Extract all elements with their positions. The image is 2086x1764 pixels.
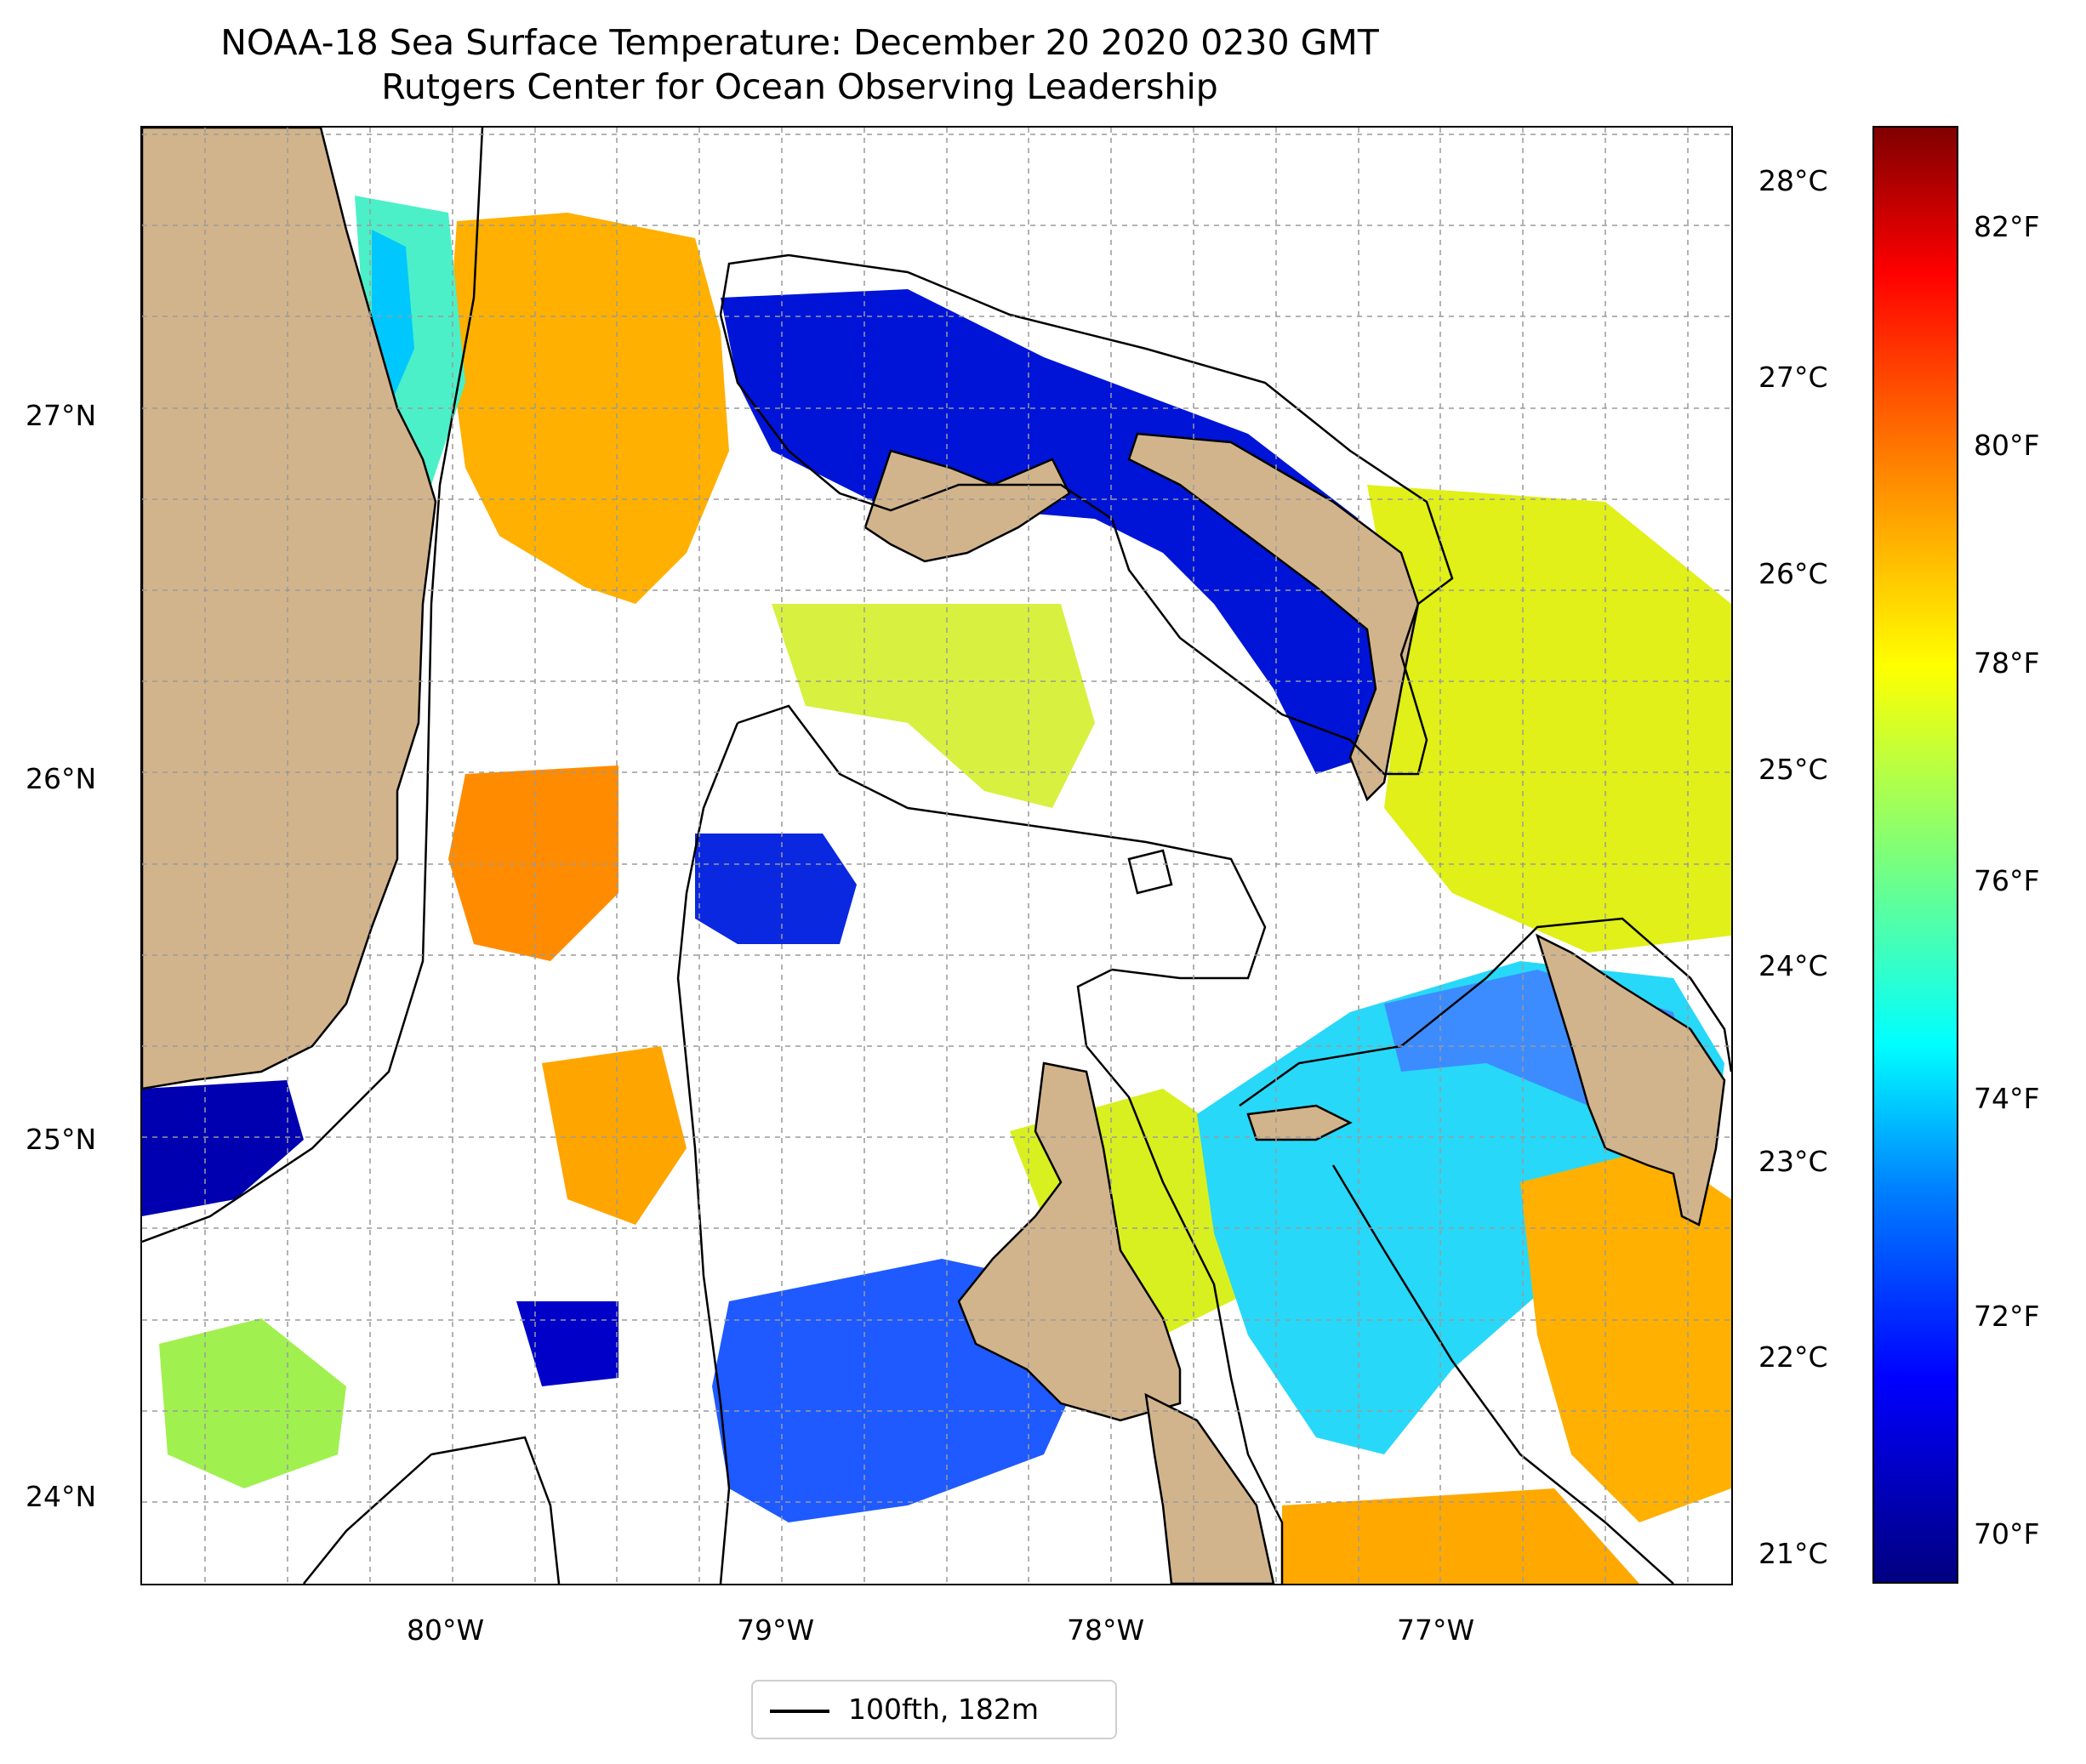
- sst-patch-south-orange: [542, 1046, 687, 1225]
- map-canvas: [142, 128, 1731, 1584]
- sst-patch-mid-orange: [448, 765, 618, 961]
- figure-title: NOAA-18 Sea Surface Temperature: Decembe…: [220, 22, 1379, 63]
- sst-patch-bimini-cold: [695, 834, 857, 944]
- lat-tick-24: 24°N: [26, 1480, 97, 1513]
- sst-patch-east-orange: [1520, 1148, 1731, 1522]
- legend-isobath-label: 100fth, 182m: [848, 1693, 1039, 1726]
- lon-tick-78w: 78°W: [1067, 1613, 1145, 1647]
- figure-subtitle: Rutgers Center for Ocean Observing Leade…: [381, 66, 1218, 107]
- eleuthera-land: [1535, 933, 1726, 1226]
- isobath-south-cay: [303, 1436, 561, 1584]
- sst-patch-keys-cold: [142, 1080, 304, 1216]
- sst-patch-sw-green: [159, 1318, 346, 1488]
- sst-patch-bottom-orange: [1282, 1488, 1639, 1584]
- isobath-florida-shelf: [142, 128, 484, 1243]
- celsius-tick-27: 27°C: [1758, 361, 1828, 394]
- celsius-tick-28: 28°C: [1758, 164, 1828, 197]
- celsius-tick-24: 24°C: [1758, 949, 1828, 982]
- celsius-tick-25: 25°C: [1758, 753, 1828, 786]
- new-providence-land: [1246, 1104, 1353, 1141]
- sst-patch-lbb-cold: [721, 289, 1384, 774]
- map-legend: 100fth, 182m: [751, 1680, 1117, 1739]
- fahrenheit-tick-82: 82°F: [1974, 210, 2040, 243]
- sst-patch-central-yellow: [772, 604, 1095, 808]
- sst-patch-straits-north: [448, 213, 729, 604]
- abaco-land: [1127, 432, 1420, 802]
- sst-patches: [142, 196, 1731, 1584]
- florida-land: [142, 128, 437, 1090]
- lon-tick-77w: 77°W: [1397, 1613, 1475, 1647]
- map-panel: [140, 126, 1733, 1585]
- lat-tick-25: 25°N: [26, 1123, 97, 1156]
- celsius-tick-23: 23°C: [1758, 1145, 1828, 1178]
- isobath-tongue: [1239, 917, 1731, 1107]
- graticule: [142, 128, 1731, 1584]
- fahrenheit-tick-78: 78°F: [1974, 646, 2040, 680]
- celsius-tick-26: 26°C: [1758, 557, 1828, 590]
- lon-tick-79w: 79°W: [737, 1613, 815, 1647]
- temperature-colorbar: [1872, 126, 1958, 1584]
- legend-isobath-swatch: [770, 1710, 829, 1713]
- fahrenheit-tick-72: 72°F: [1974, 1300, 2040, 1333]
- andros-south-land: [1144, 1392, 1275, 1584]
- fahrenheit-tick-80: 80°F: [1974, 429, 2040, 462]
- isobath-cay-sal: [1127, 849, 1173, 895]
- sst-patch-east-yellow: [1367, 485, 1731, 953]
- celsius-tick-22: 22°C: [1758, 1340, 1828, 1374]
- andros-land: [957, 1061, 1182, 1422]
- fahrenheit-tick-76: 76°F: [1974, 864, 2040, 897]
- sst-patch-sw-blue: [516, 1301, 618, 1386]
- isobath-gbb-north: [737, 704, 1284, 1584]
- land-masses: [142, 128, 1726, 1584]
- isobath-100fth: [142, 128, 1731, 1584]
- lat-tick-26: 26°N: [26, 762, 97, 795]
- fahrenheit-tick-70: 70°F: [1974, 1517, 2040, 1551]
- lon-tick-80w: 80°W: [407, 1613, 485, 1647]
- fahrenheit-tick-74: 74°F: [1974, 1082, 2040, 1115]
- isobath-tongue-east: [1331, 1164, 1674, 1584]
- isobath-gbb-west: [676, 722, 739, 1584]
- lat-tick-27: 27°N: [26, 399, 97, 432]
- celsius-tick-21: 21°C: [1758, 1537, 1828, 1570]
- grand-bahama-land: [863, 449, 1071, 563]
